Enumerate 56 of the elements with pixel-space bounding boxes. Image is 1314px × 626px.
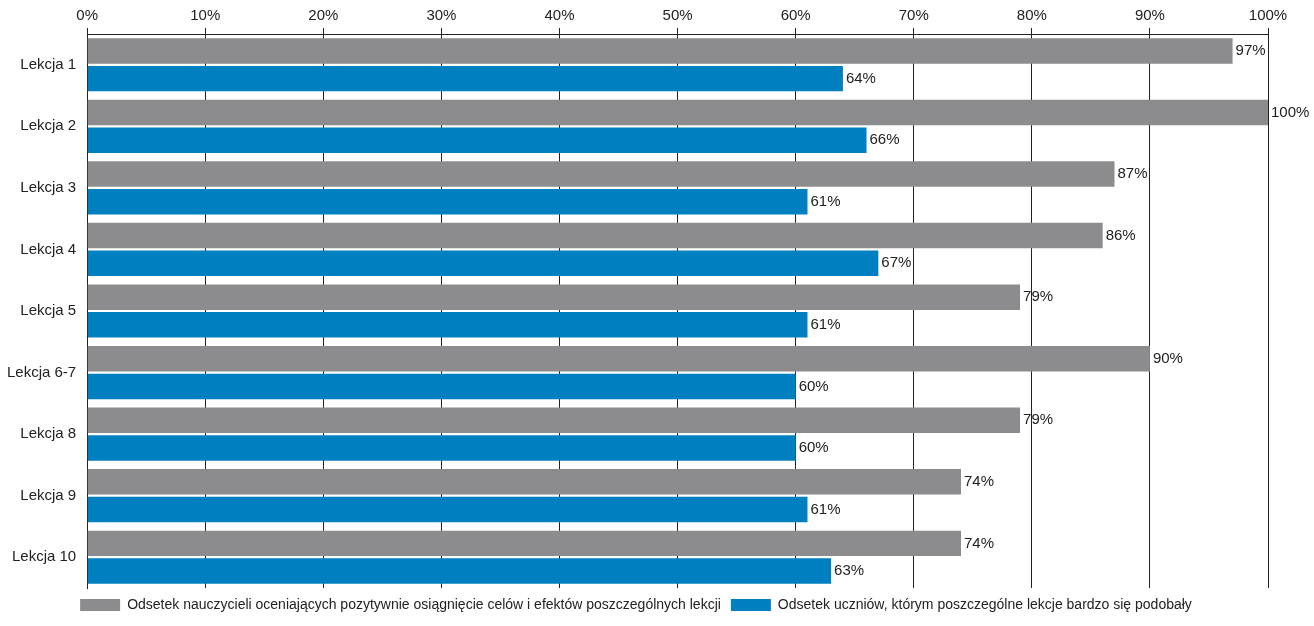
bar: [87, 127, 867, 153]
bar: [87, 530, 961, 557]
y-tick-label: Lekcja 2: [20, 116, 77, 134]
y-tick-label: Lekcja 3: [20, 178, 77, 196]
bar: [87, 435, 796, 461]
bar: [87, 345, 1150, 372]
data-label: 61%: [810, 314, 841, 332]
bar: [87, 373, 796, 400]
bar: [87, 65, 843, 92]
data-label: 87%: [1117, 164, 1148, 182]
y-tick-label: Lekcja 4: [20, 239, 77, 257]
data-label: 61%: [810, 499, 841, 517]
data-label: 90%: [1152, 348, 1183, 366]
data-label: 86%: [1105, 225, 1136, 243]
x-tick-label: 40%: [544, 6, 575, 24]
data-label: 67%: [881, 253, 912, 271]
legend-label: Odsetek nauczycieli oceniających pozytywnie osiągnięcie celów i efektów poszczególnych lekcji: [127, 595, 721, 612]
data-label: 60%: [798, 376, 829, 394]
data-label: 100%: [1271, 102, 1310, 120]
bar: [87, 189, 808, 215]
x-tick-label: 30%: [426, 6, 457, 24]
y-tick-label: Lekcja 10: [11, 547, 77, 565]
data-label: 63%: [834, 561, 865, 579]
bar: [87, 312, 808, 338]
x-tick-label: 70%: [898, 6, 929, 24]
x-tick-label: 0%: [76, 6, 99, 24]
x-tick-label: 100%: [1248, 6, 1288, 24]
data-label: 61%: [810, 191, 841, 209]
x-tick-label: 60%: [780, 6, 811, 24]
bar: [87, 496, 808, 523]
bar: [87, 558, 832, 584]
bar: [87, 407, 1021, 433]
y-tick-label: Lekcja 1: [20, 54, 77, 72]
data-label: 66%: [869, 130, 900, 148]
data-label: 60%: [798, 438, 829, 456]
x-tick-label: 50%: [662, 6, 693, 24]
x-tick-label: 10%: [190, 6, 221, 24]
y-tick-label: Lekcja 8: [20, 424, 77, 442]
x-tick-label: 90%: [1134, 6, 1165, 24]
bar: [87, 99, 1268, 126]
x-tick-label: 20%: [308, 6, 339, 24]
bar: [87, 250, 879, 277]
y-tick-label: Lekcja 6-7: [6, 362, 77, 380]
bar: [87, 222, 1103, 249]
y-tick-label: Lekcja 5: [20, 301, 77, 319]
bar: [87, 284, 1021, 310]
data-label: 74%: [963, 533, 995, 551]
legend-label: Odsetek uczniów, którym poszczególne lekcje bardzo się podobały: [777, 595, 1192, 612]
bar: [87, 38, 1233, 64]
y-tick-label: Lekcja 9: [20, 485, 77, 503]
bar: [87, 469, 961, 495]
bar: [87, 161, 1115, 187]
data-label: 74%: [963, 471, 995, 489]
data-label: 64%: [845, 68, 876, 86]
data-label: 97%: [1235, 41, 1266, 59]
x-tick-label: 80%: [1016, 6, 1047, 24]
